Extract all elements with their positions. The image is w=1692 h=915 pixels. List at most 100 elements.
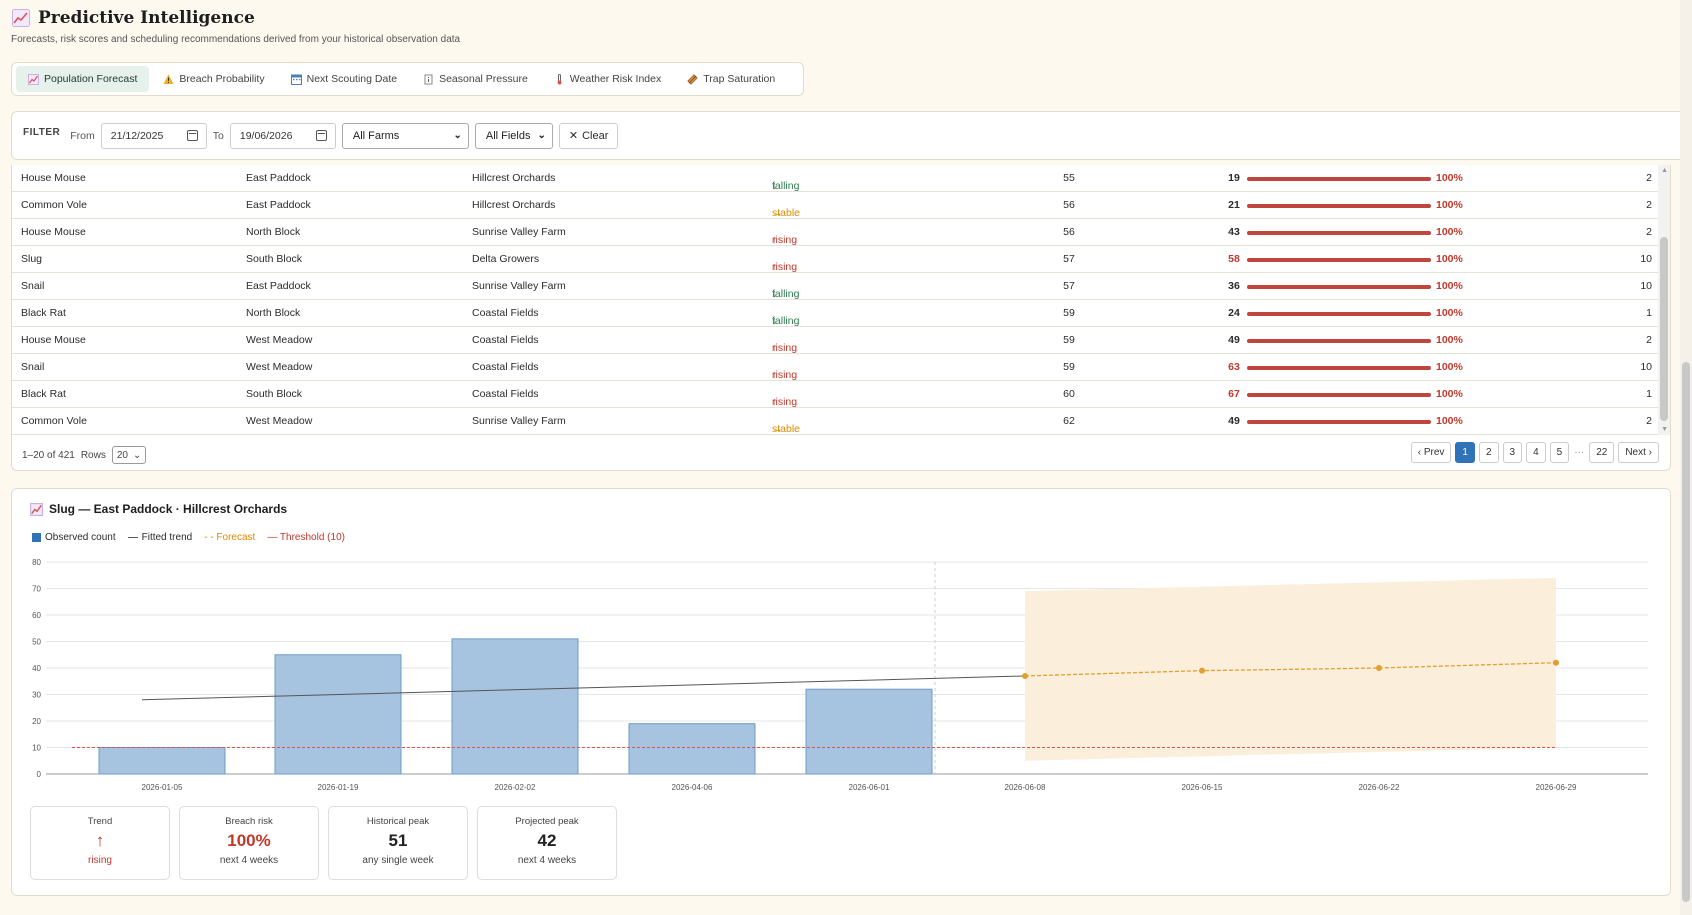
from-date-value: 21/12/2025 (110, 129, 164, 142)
farm-select[interactable]: All Farms ⌄ (341, 122, 469, 149)
trend-arrow-icon: ↑ (772, 396, 778, 408)
threshold-cell: 1 (1646, 388, 1652, 400)
tab-label: Trap Saturation (703, 73, 776, 85)
tab-next-scouting-date[interactable]: Next Scouting Date (279, 66, 409, 92)
observed-bar (274, 654, 402, 775)
farm-cell: Coastal Fields (472, 334, 539, 346)
table-scrollbar[interactable]: ▲ ▼ (1658, 165, 1670, 435)
next-page-button[interactable]: Next › (1618, 442, 1659, 463)
breach-pct-cell: 100% (1436, 334, 1463, 346)
page-button-4[interactable]: 4 (1526, 442, 1546, 463)
species-cell: Snail (21, 280, 45, 292)
observed-bar (98, 747, 226, 775)
trend-arrow-icon: ↓ (772, 180, 778, 192)
breach-bar (1247, 258, 1431, 262)
farm-cell: Hillcrest Orchards (472, 172, 556, 184)
header: Predictive Intelligence (12, 8, 255, 28)
page-button-last[interactable]: 22 (1589, 442, 1615, 463)
breach-bar (1247, 231, 1431, 235)
table-row[interactable]: Snail West Meadow Coastal Fields ↑ rising 59… (12, 354, 1658, 381)
days-cell: 59 (1063, 307, 1075, 319)
calendar-icon[interactable] (186, 130, 198, 141)
stat-label: Projected peak (515, 816, 579, 827)
farm-cell: Sunrise Valley Farm (472, 280, 566, 292)
breach-pct-cell: 100% (1436, 280, 1463, 292)
calendar-icon[interactable] (315, 130, 327, 141)
table-row[interactable]: Slug South Block Delta Growers ↑ rising 57 58… (12, 246, 1658, 273)
clear-button[interactable]: ✕ Clear (558, 122, 619, 149)
farm-cell: Hillcrest Orchards (472, 199, 556, 211)
y-tick-label: 30 (32, 691, 41, 700)
breach-pct-cell: 100% (1436, 253, 1463, 265)
days-cell: 56 (1063, 226, 1075, 238)
threshold-cell: 2 (1646, 226, 1652, 238)
to-date-input[interactable]: 19/06/2026 (229, 122, 336, 149)
from-date-input[interactable]: 21/12/2025 (100, 122, 207, 149)
page-button-5[interactable]: 5 (1549, 442, 1570, 463)
rows-per-page-select[interactable]: 20 ⌄ (111, 446, 147, 464)
forecast-point (1553, 659, 1559, 666)
stat-label: Trend (87, 816, 113, 827)
species-cell: Common Vole (21, 415, 87, 427)
scroll-down-icon[interactable]: ▼ (1661, 426, 1668, 433)
trend-label: rising (772, 396, 798, 408)
breach-bar (1247, 420, 1431, 424)
tab-population-forecast[interactable]: Population Forecast (16, 66, 150, 92)
field-cell: West Meadow (246, 361, 313, 373)
table-row[interactable]: Black Rat North Block Coastal Fields ↓ fall… (12, 300, 1658, 327)
chart-icon (12, 9, 30, 27)
legend-trend: Fitted trend (127, 532, 193, 543)
species-cell: Slug (21, 253, 43, 265)
stat-sub: next 4 weeks (219, 855, 279, 866)
range-text: 1–20 of 421 (22, 449, 75, 461)
breach-pct-cell: 100% (1436, 361, 1463, 373)
tab-trap-saturation[interactable]: Trap Saturation (675, 66, 787, 92)
chevron-down-icon: ⌄ (132, 449, 142, 461)
table-scroll-thumb[interactable] (1660, 237, 1668, 421)
table-row[interactable]: Snail East Paddock Sunrise Valley Farm ↓ fa… (12, 273, 1658, 300)
threshold-cell: 2 (1646, 172, 1652, 184)
breach-bar (1247, 393, 1431, 397)
warning-icon (163, 74, 174, 84)
chevron-down-icon: ⌄ (453, 130, 462, 141)
table-row[interactable]: Common Vole East Paddock Hillcrest Orchard… (12, 192, 1658, 219)
pagination-info: 1–20 of 421 Rows 20 ⌄ (22, 446, 147, 464)
farm-cell: Coastal Fields (472, 388, 539, 400)
x-tick-label: 2026-06-01 (849, 783, 890, 792)
table-row[interactable]: House Mouse East Paddock Hillcrest Orchard… (12, 165, 1658, 192)
x-tick-label: 2026-01-19 (318, 783, 359, 792)
field-cell: East Paddock (246, 280, 311, 292)
table-row[interactable]: Common Vole West Meadow Sunrise Valley Far… (12, 408, 1658, 435)
breach-pct-cell: 100% (1436, 199, 1463, 211)
legend-threshold: — Threshold (10) (267, 532, 345, 543)
page-button-3[interactable]: 3 (1502, 442, 1523, 463)
page-scroll-thumb[interactable] (1682, 362, 1690, 902)
days-cell: 59 (1063, 361, 1075, 373)
table-row[interactable]: House Mouse West Meadow Coastal Fields ↑ ri… (12, 327, 1658, 354)
scroll-up-icon[interactable]: ▲ (1661, 167, 1668, 174)
tab-seasonal-pressure[interactable]: Seasonal Pressure (411, 66, 540, 92)
trend-line (141, 675, 1026, 701)
y-tick-label: 0 (37, 770, 42, 779)
legend-label: Fitted trend (141, 532, 193, 543)
page-button-2[interactable]: 2 (1478, 442, 1499, 463)
tab-breach-probability[interactable]: Breach Probability (151, 66, 276, 92)
prev-page-button[interactable]: ‹ Prev (1410, 442, 1452, 463)
tab-weather-risk-index[interactable]: Weather Risk Index (542, 66, 673, 92)
page-button-1[interactable]: 1 (1455, 442, 1475, 463)
forecast-cell: 24 (1228, 307, 1240, 319)
field-select[interactable]: All Fields ⌄ (474, 122, 553, 149)
forecast-point (1376, 665, 1382, 671)
page-scrollbar[interactable] (1680, 0, 1692, 915)
to-date-value: 19/06/2026 (239, 129, 293, 142)
table-row[interactable]: Black Rat South Block Coastal Fields ↑ risi… (12, 381, 1658, 408)
farm-cell: Delta Growers (472, 253, 540, 265)
breach-pct-cell: 100% (1436, 388, 1463, 400)
threshold-cell: 10 (1640, 280, 1652, 292)
filter-title: FILTER (23, 127, 61, 138)
breach-bar (1247, 339, 1431, 343)
breach-bar (1247, 312, 1431, 316)
field-cell: West Meadow (246, 415, 313, 427)
forecast-table: House Mouse East Paddock Hillcrest Orchard… (11, 165, 1671, 471)
table-row[interactable]: House Mouse North Block Sunrise Valley Far… (12, 219, 1658, 246)
